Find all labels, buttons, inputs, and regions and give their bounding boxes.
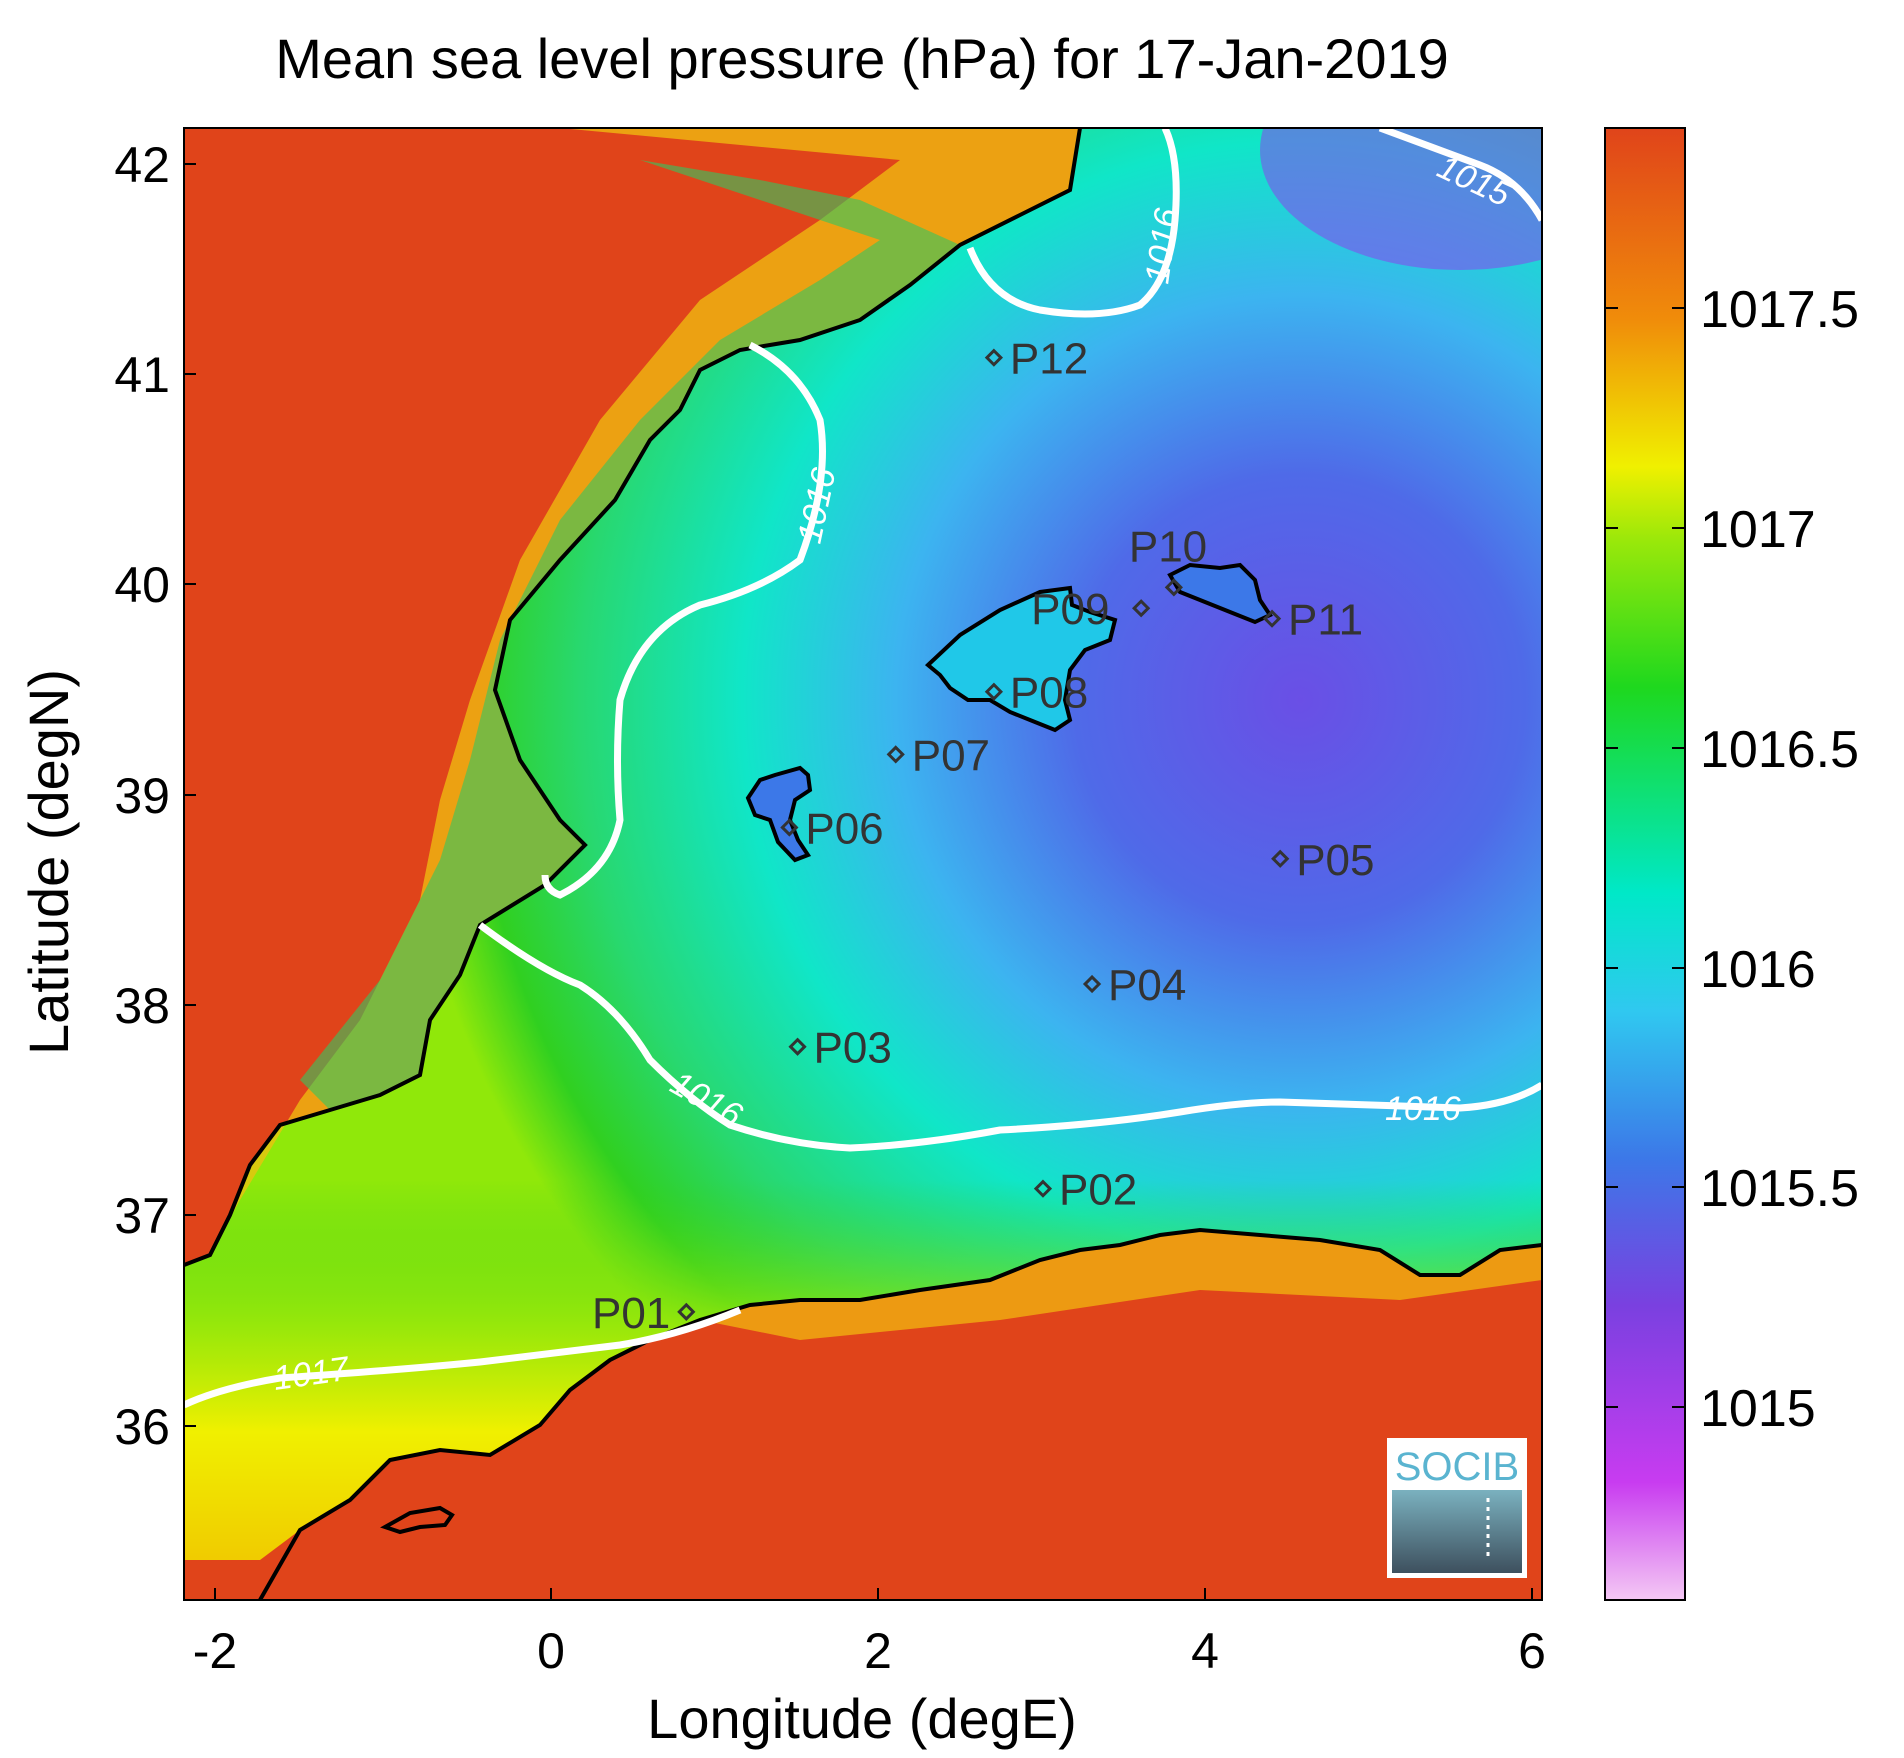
colorbar-tick-label: 1015 (1700, 1380, 1816, 1438)
station-marker-p10 (1164, 578, 1183, 597)
map-title: Mean sea level pressure (hPa) for 17-Jan… (275, 27, 1449, 90)
socib-logo-sea (1392, 1490, 1522, 1573)
station-label-p12: P12 (1010, 335, 1088, 384)
y-tick-label: 36 (114, 1399, 170, 1455)
station-label-p02: P02 (1059, 1166, 1137, 1215)
y-axis-label: Latitude (degN) (17, 669, 80, 1055)
y-tick-label: 37 (114, 1188, 170, 1244)
station-label-p09: P09 (1031, 585, 1109, 634)
x-tick-label: 2 (864, 1623, 892, 1679)
isobar-1017 (184, 1306, 742, 1409)
station-label-p03: P03 (814, 1024, 892, 1073)
colorbar: 1015 1015.5 1016 1016.5 1017 1017.5 (1604, 127, 1859, 1601)
x-tick-label: -2 (193, 1623, 237, 1679)
isobar-1016-west (541, 341, 826, 899)
y-tick-label: 39 (114, 768, 170, 824)
x-tick-label: 0 (537, 1623, 565, 1679)
colorbar-tick-label: 1017 (1700, 501, 1816, 559)
station-label-p07: P07 (912, 731, 990, 780)
africa-coastline (258, 1227, 1542, 1600)
station-label-p10: P10 (1129, 522, 1207, 571)
station-label-p11: P11 (1288, 596, 1363, 645)
colorbar-tick-label: 1016 (1700, 941, 1816, 999)
north-africa-yellow-fringe (700, 1230, 1542, 1340)
isobar-1016-north (966, 128, 1180, 318)
station-marker-p01 (677, 1302, 696, 1321)
contour-label-1016-east: 1016 (1385, 1090, 1461, 1128)
colorbar-tick-label: 1016.5 (1700, 721, 1859, 779)
station-marker-p11 (1262, 609, 1282, 628)
station-marker-p06 (780, 818, 799, 837)
x-axis: -2 0 2 4 6 Longitude (degE) (193, 1588, 1546, 1750)
ibiza-island (745, 765, 813, 863)
iberia-green-fringe (300, 160, 960, 1110)
station-marker-p09 (1132, 599, 1151, 618)
map-plot-area: 1015 1016 1016 1016 1016 1017 P01P02P03P… (184, 128, 1542, 1600)
station-marker-p02 (1033, 1179, 1053, 1198)
y-tick-label: 38 (114, 978, 170, 1034)
y-axis: 36 37 38 39 40 41 42 Latitude (degN) (17, 137, 196, 1455)
colorbar-gradient (1604, 127, 1686, 1601)
isobar-1015 (1378, 128, 1542, 222)
station-marker-p07 (886, 745, 905, 764)
y-tick-label: 41 (114, 347, 170, 403)
station-label-p08: P08 (1010, 669, 1088, 718)
station-marker-p08 (984, 682, 1004, 701)
colorbar-tick-label: 1017.5 (1700, 281, 1859, 339)
station-marker-p12 (984, 348, 1004, 367)
y-tick-label: 42 (114, 137, 170, 193)
station-label-p05: P05 (1296, 836, 1374, 885)
alboran-island (380, 1505, 455, 1535)
isobar-1016-south (477, 922, 1542, 1152)
x-axis-label: Longitude (degE) (647, 1687, 1077, 1750)
station-label-p06: P06 (805, 804, 883, 853)
station-marker-p03 (788, 1037, 807, 1056)
mallorca-island (924, 585, 1118, 733)
station-label-p01: P01 (592, 1289, 670, 1338)
station-label-p04: P04 (1108, 961, 1186, 1010)
station-marker-p04 (1082, 974, 1102, 994)
socib-logo: SOCIB (1387, 1438, 1527, 1578)
x-tick-label: 4 (1191, 1623, 1219, 1679)
plot-frame (183, 127, 1543, 1601)
colorbar-tick-label: 1015.5 (1700, 1160, 1859, 1218)
iberia-coastline (184, 128, 1082, 1267)
y-tick-label: 40 (114, 557, 170, 613)
north-africa-land (184, 1230, 1542, 1600)
x-tick-label: 6 (1518, 1623, 1546, 1679)
station-markers: P01 P02 P03 P04 P05 P06 P07 P08 P09 P10 P11 P12 (592, 335, 1375, 1338)
isobar-contours (184, 128, 1542, 1409)
menorca-island (1167, 562, 1273, 625)
station-marker-p05 (1271, 849, 1290, 868)
socib-logo-text: SOCIB (1395, 1445, 1519, 1489)
